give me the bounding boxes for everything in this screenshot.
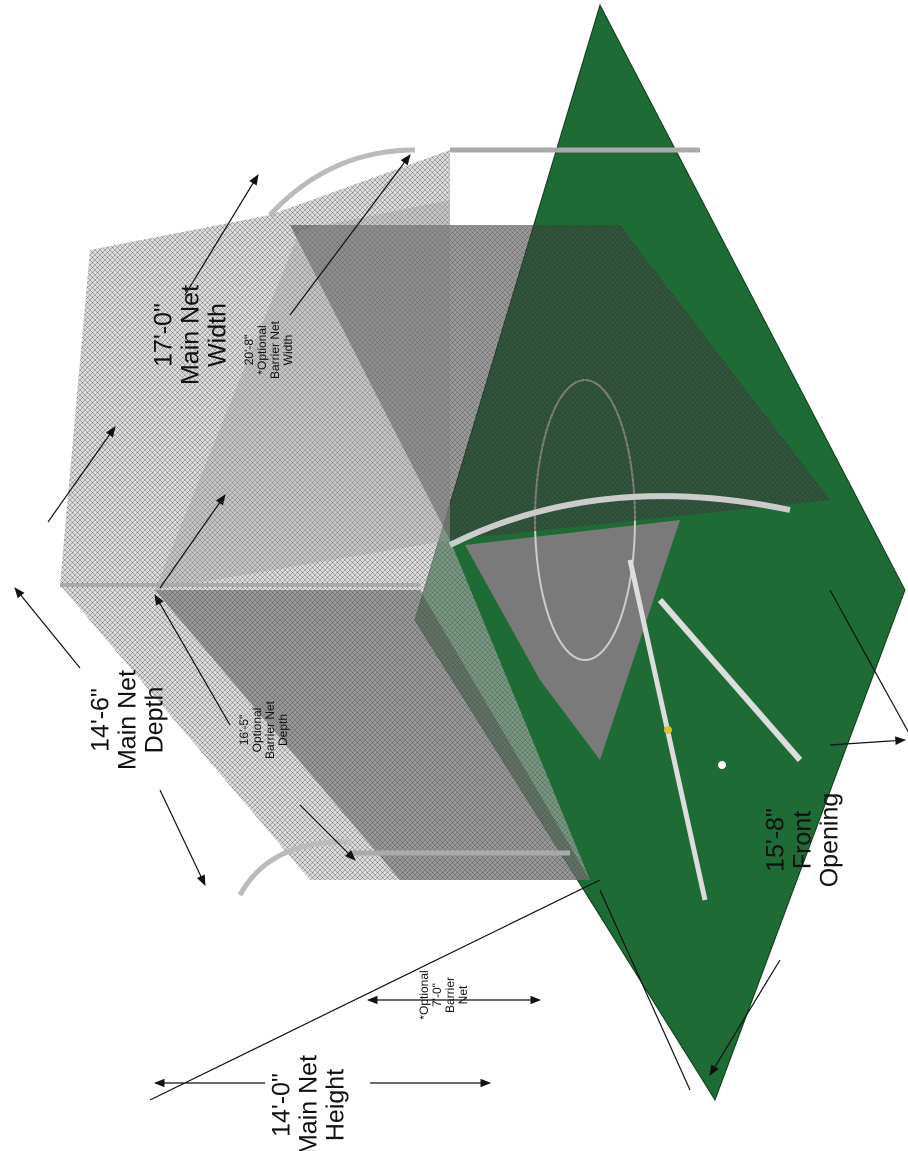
dimension-label: 16'-5" (237, 715, 251, 746)
dimension-label: *Optional (417, 970, 431, 1019)
floor (414, 3, 906, 1102)
dimension-label: *Optional (255, 325, 269, 374)
dimension-lines (14, 154, 908, 1101)
dimension-label: Width (281, 335, 295, 366)
dimension-label: Depth (141, 687, 169, 754)
dimension-label: 14'-0" (268, 1073, 296, 1137)
dimension-label: 17'-0" (150, 303, 178, 367)
dimension-label: Barrier Net (268, 320, 282, 379)
dimension-label: 14'-6" (87, 688, 115, 752)
dimension-label: Main Net (295, 1055, 323, 1151)
nets (60, 147, 830, 897)
dimension-label: Main Net (114, 670, 142, 770)
dimension-label: Depth (276, 714, 290, 746)
dimension-label: Optional (250, 708, 264, 753)
dimension-label: Barrier (443, 977, 457, 1013)
dimension-labels: 17'-0" Main Net Width 20'-8" *Optional Barrie… (87, 285, 844, 1151)
dimension-label: Height (322, 1069, 350, 1141)
dimension-label: Main Net (177, 285, 205, 385)
dimension-label: Opening (816, 793, 844, 888)
dimension-label: Front (789, 811, 817, 869)
dimension-label: 7'-0" (430, 983, 444, 1007)
dimension-label: Barrier Net (263, 700, 277, 759)
dimension-label: 20'-8" (242, 335, 256, 366)
dimension-label: Net (456, 985, 470, 1004)
dimension-label: Width (204, 303, 232, 367)
dimension-label: 15'-8" (762, 808, 790, 872)
